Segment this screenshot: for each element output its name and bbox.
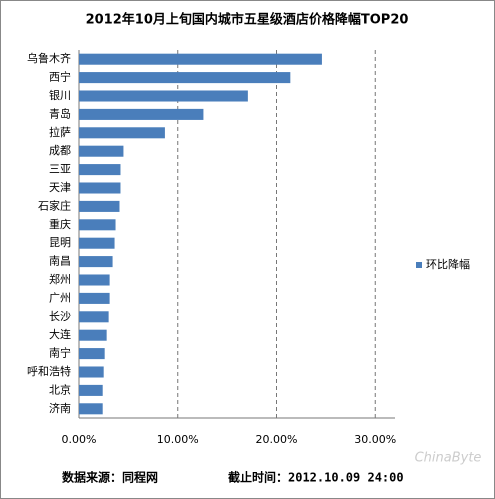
y-tick-label: 南昌 [49,255,71,268]
y-tick-label: 乌鲁木齐 [27,51,71,65]
y-tick-label: 广州 [49,291,71,304]
y-tick-label: 石家庄 [38,198,71,212]
bar [79,72,291,84]
y-tick-label: 北京 [49,382,71,396]
y-tick-label: 青岛 [49,106,71,120]
y-tick-label: 西宁 [49,70,71,84]
cutoff: 截止时间：2012.10.09 24:00 [228,470,404,485]
y-tick-label: 呼和浩特 [27,364,71,378]
x-tick-label: 0.00% [62,433,97,446]
bar [79,53,322,65]
bar [79,164,121,176]
bar [79,274,110,286]
y-tick-label: 重庆 [49,217,71,231]
bar [79,384,103,396]
bar [79,403,103,415]
bar [79,348,105,360]
x-tick-label: 10.00% [157,433,199,446]
y-tick-label: 南宁 [49,346,71,360]
y-tick-label: 大连 [49,327,71,341]
y-tick-label: 拉萨 [49,125,71,139]
bar [79,311,109,323]
bar [79,292,110,304]
source: 数据来源：同程网 [62,470,158,485]
bar [79,200,120,212]
bar [79,237,115,249]
bar [79,366,104,378]
bar [79,145,124,157]
y-tick-label: 长沙 [49,310,71,323]
y-tick-label: 成都 [49,144,71,157]
y-tick-label: 昆明 [49,236,71,249]
bar [79,256,113,268]
y-tick-label: 三亚 [49,163,71,176]
y-tick-label: 天津 [49,181,71,194]
x-tick-label: 20.00% [256,433,298,446]
legend-swatch [416,262,422,268]
bar [79,329,107,341]
bar [79,219,116,231]
y-tick-label: 郑州 [49,272,71,286]
bar [79,90,248,102]
bar [79,182,121,194]
bar [79,108,204,120]
x-tick-label: 30.00% [354,433,396,446]
legend-label: 环比降幅 [426,257,470,271]
y-tick-label: 银川 [49,88,71,102]
chart-title: 2012年10月上旬国内城市五星级酒店价格降幅TOP20 [86,12,409,28]
y-tick-label: 济南 [49,401,71,415]
watermark: ChinaByte [415,451,482,466]
bar [79,127,165,139]
